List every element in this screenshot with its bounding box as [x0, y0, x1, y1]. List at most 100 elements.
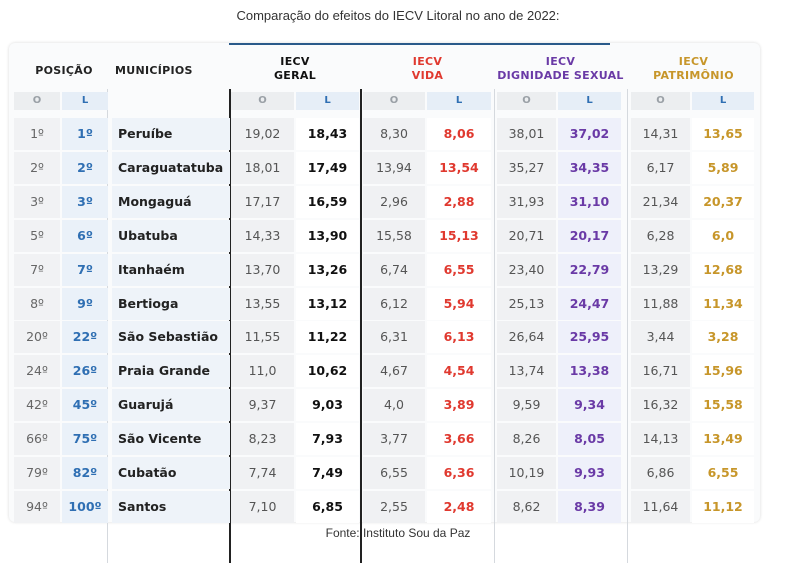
cell-municipio: São Vicente — [112, 423, 230, 456]
caption: Comparação do efeitos do IECV Litoral no… — [236, 8, 560, 23]
cell-vida-l: 3,66 — [427, 423, 491, 456]
cell-dignidade-o: 31,93 — [497, 185, 556, 218]
cell-dignidade-l: 24,47 — [558, 287, 621, 320]
cell-patrimonio-l: 13,49 — [692, 423, 754, 456]
cell-patrimonio-l: 20,37 — [692, 185, 754, 218]
cell-municipio: Bertioga — [112, 287, 230, 320]
cell-dignidade-o: 13,74 — [497, 355, 556, 388]
cell-municipio: Itanhaém — [112, 253, 230, 286]
cell-geral-o: 14,33 — [231, 219, 294, 252]
cell-vida-l: 8,06 — [427, 118, 491, 150]
cell-municipio: Cubatão — [112, 457, 230, 489]
cell-vida-o: 4,67 — [363, 355, 425, 388]
cell-posicao-l: 26º — [62, 355, 108, 388]
table-row: 2º 2º Caraguatatuba 18,01 17,49 13,94 13,54 35,… — [14, 151, 758, 186]
header-patrimonio-line1: IECV — [678, 55, 709, 68]
table-row: 66º 75º São Vicente 8,23 7,93 3,77 3,66 8,26 8,0… — [14, 423, 758, 457]
header-geral-line2: GERAL — [273, 69, 317, 82]
cell-posicao-o: 1º — [14, 118, 60, 150]
table-row: 1º 1º Peruíbe 19,02 18,43 8,30 8,06 38,01 37,02 1… — [14, 118, 758, 152]
cell-patrimonio-o: 3,44 — [631, 321, 690, 354]
cell-dignidade-l: 20,17 — [558, 219, 621, 252]
cell-vida-l: 15,13 — [427, 219, 491, 252]
cell-vida-o: 2,55 — [363, 490, 425, 523]
cell-geral-l: 11,22 — [296, 321, 359, 354]
cell-vida-o: 6,31 — [363, 321, 425, 354]
cell-geral-o: 13,70 — [231, 253, 294, 286]
separator-vida — [494, 89, 495, 563]
subheader-vida-l: L — [427, 92, 491, 110]
cell-vida-o: 8,30 — [363, 118, 425, 150]
subheader-patrimonio-o: O — [631, 92, 690, 110]
cell-posicao-o: 20º — [14, 321, 60, 354]
cell-geral-o: 19,02 — [231, 118, 294, 150]
cell-dignidade-o: 35,27 — [497, 151, 556, 184]
cell-vida-o: 15,58 — [363, 219, 425, 252]
cell-geral-l: 9,03 — [296, 389, 359, 422]
cell-patrimonio-l: 12,68 — [692, 253, 754, 286]
cell-patrimonio-o: 6,28 — [631, 219, 690, 252]
header-top-line — [229, 43, 610, 45]
cell-posicao-l: 9º — [62, 287, 108, 320]
cell-vida-l: 2,88 — [427, 185, 491, 218]
cell-dignidade-l: 22,79 — [558, 253, 621, 286]
separator-geral-right — [360, 89, 362, 563]
cell-posicao-l: 3º — [62, 185, 108, 218]
cell-municipio: Guarujá — [112, 389, 230, 422]
cell-geral-l: 7,93 — [296, 423, 359, 456]
cell-patrimonio-o: 14,13 — [631, 423, 690, 456]
cell-geral-l: 16,59 — [296, 185, 359, 218]
subheader-posicao-l: L — [62, 92, 108, 110]
header-municipios: MUNICÍPIOS — [115, 64, 193, 77]
cell-patrimonio-o: 16,32 — [631, 389, 690, 422]
cell-posicao-l: 75º — [62, 423, 108, 456]
subheader-patrimonio-l: L — [692, 92, 754, 110]
cell-municipio: Santos — [112, 490, 230, 523]
cell-dignidade-o: 9,59 — [497, 389, 556, 422]
cell-geral-o: 17,17 — [231, 185, 294, 218]
cell-posicao-l: 22º — [62, 321, 108, 354]
cell-municipio: Praia Grande — [112, 355, 230, 388]
cell-patrimonio-l: 15,58 — [692, 389, 754, 422]
cell-patrimonio-o: 13,29 — [631, 253, 690, 286]
cell-dignidade-o: 38,01 — [497, 118, 556, 150]
table-row: 7º 7º Itanhaém 13,70 13,26 6,74 6,55 23,40 22,79… — [14, 253, 758, 288]
cell-vida-o: 2,96 — [363, 185, 425, 218]
cell-municipio: Ubatuba — [112, 219, 230, 252]
cell-posicao-l: 7º — [62, 253, 108, 286]
cell-posicao-o: 7º — [14, 253, 60, 286]
header-dignidade: IECV DIGNIDADE SEXUAL — [495, 55, 626, 83]
cell-vida-l: 6,55 — [427, 253, 491, 286]
cell-patrimonio-o: 11,88 — [631, 287, 690, 320]
cell-vida-o: 13,94 — [363, 151, 425, 184]
cell-posicao-o: 42º — [14, 389, 60, 422]
cell-vida-l: 6,13 — [427, 321, 491, 354]
cell-patrimonio-o: 14,31 — [631, 118, 690, 150]
cell-dignidade-o: 8,26 — [497, 423, 556, 456]
cell-posicao-l: 82º — [62, 457, 108, 489]
source-note: Fonte: Instituto Sou da Paz — [325, 526, 471, 540]
cell-geral-o: 8,23 — [231, 423, 294, 456]
cell-dignidade-l: 9,34 — [558, 389, 621, 422]
subheader-geral-o: O — [231, 92, 294, 110]
subheader-geral-l: L — [296, 92, 359, 110]
cell-geral-l: 10,62 — [296, 355, 359, 388]
cell-municipio: Mongaguá — [112, 185, 230, 218]
header-vida-line2: VIDA — [411, 69, 444, 82]
table-row: 3º 3º Mongaguá 17,17 16,59 2,96 2,88 31,93 31,10… — [14, 185, 758, 220]
table-row: 20º 22º São Sebastião 11,55 11,22 6,31 6,13 26,… — [14, 321, 758, 355]
cell-dignidade-l: 9,93 — [558, 457, 621, 489]
cell-posicao-o: 66º — [14, 423, 60, 456]
table-row: 5º 6º Ubatuba 14,33 13,90 15,58 15,13 20,71 20,1… — [14, 219, 758, 254]
cell-municipio: Peruíbe — [112, 118, 230, 150]
cell-patrimonio-l: 3,28 — [692, 321, 754, 354]
cell-geral-o: 11,55 — [231, 321, 294, 354]
cell-posicao-o: 8º — [14, 287, 60, 320]
cell-geral-l: 13,90 — [296, 219, 359, 252]
cell-posicao-l: 1º — [62, 118, 108, 150]
cell-vida-o: 6,12 — [363, 287, 425, 320]
cell-dignidade-o: 20,71 — [497, 219, 556, 252]
cell-dignidade-l: 25,95 — [558, 321, 621, 354]
cell-dignidade-o: 8,62 — [497, 490, 556, 523]
cell-posicao-o: 5º — [14, 219, 60, 252]
